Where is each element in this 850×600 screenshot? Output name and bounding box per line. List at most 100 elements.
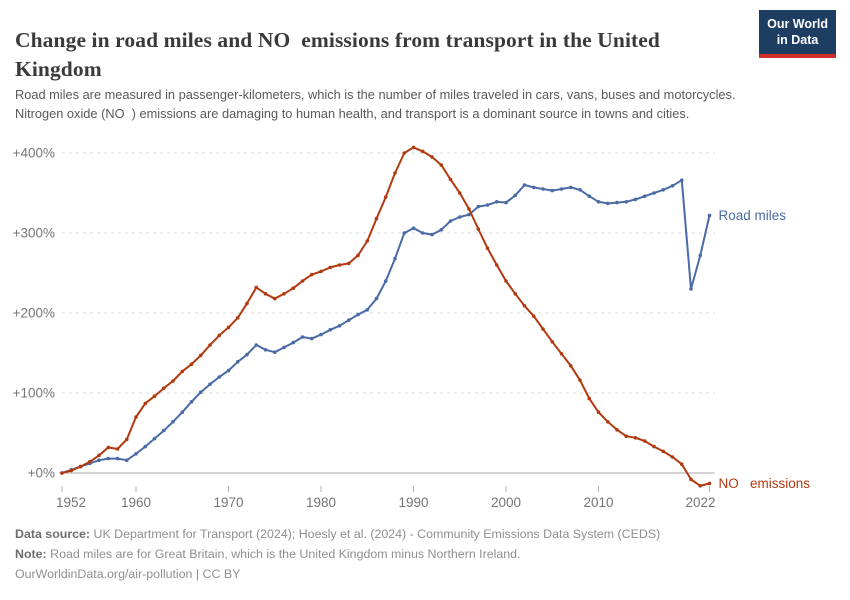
nox-emissions-point[interactable]	[531, 314, 536, 318]
road-miles-point[interactable]	[596, 200, 601, 204]
road-miles-point[interactable]	[420, 231, 425, 235]
nox-emissions-point[interactable]	[578, 378, 582, 382]
nox-emissions-point[interactable]	[217, 333, 222, 338]
nox-emissions-point[interactable]	[235, 316, 240, 320]
road-miles-point[interactable]	[97, 458, 101, 463]
road-miles-point[interactable]	[698, 253, 703, 258]
road-miles-point[interactable]	[661, 188, 666, 192]
road-miles-point[interactable]	[337, 324, 342, 328]
road-miles-point[interactable]	[624, 200, 629, 204]
road-miles-point[interactable]	[374, 296, 379, 301]
road-miles-point[interactable]	[541, 187, 545, 191]
nox-emissions-point[interactable]	[642, 439, 647, 443]
road-miles-point[interactable]	[633, 197, 638, 202]
nox-emissions-point[interactable]	[624, 434, 629, 439]
nox-emissions-point[interactable]	[587, 396, 592, 401]
nox-emissions-point[interactable]	[513, 292, 518, 296]
nox-emissions-point[interactable]	[245, 301, 249, 306]
nox-emissions-point[interactable]	[679, 462, 684, 467]
nox-emissions-point[interactable]	[161, 386, 166, 390]
road-miles-point[interactable]	[245, 352, 249, 357]
nox-emissions-point[interactable]	[670, 455, 675, 459]
road-miles-point[interactable]	[439, 228, 444, 232]
road-miles-point[interactable]	[642, 194, 647, 198]
nox-emissions-point[interactable]	[69, 468, 74, 473]
road-miles-point[interactable]	[356, 312, 360, 317]
nox-emissions-point[interactable]	[615, 428, 619, 432]
road-miles-point[interactable]	[346, 318, 351, 322]
road-miles-point[interactable]	[235, 360, 240, 364]
chart-canvas[interactable]: +0% +100% +200% +300% +400% 1952 1960 1970 1980 1…	[0, 140, 850, 515]
nox-emissions-point[interactable]	[124, 437, 129, 442]
road-miles-point[interactable]	[504, 200, 508, 205]
road-miles-point[interactable]	[522, 183, 527, 187]
nox-emissions-point[interactable]	[106, 445, 111, 450]
nox-emissions-point[interactable]	[374, 216, 379, 221]
nox-emissions-point[interactable]	[467, 207, 471, 211]
nox-emissions-point[interactable]	[430, 155, 434, 159]
road-miles-point[interactable]	[448, 219, 453, 223]
nox-emissions-point[interactable]	[698, 484, 703, 488]
nox-emissions-point[interactable]	[263, 292, 268, 296]
road-miles-point[interactable]	[272, 350, 277, 354]
road-miles-point[interactable]	[300, 335, 305, 339]
road-miles-point[interactable]	[568, 185, 573, 190]
nox-emissions-point[interactable]	[337, 263, 342, 267]
nox-emissions-point[interactable]	[78, 464, 83, 469]
nox-emissions-point[interactable]	[661, 449, 666, 454]
road-miles-point[interactable]	[319, 332, 323, 337]
nox-emissions-point[interactable]	[420, 149, 425, 154]
road-miles-point[interactable]	[689, 287, 693, 291]
road-miles-point[interactable]	[707, 213, 712, 218]
nox-emissions-point[interactable]	[633, 436, 638, 440]
road-miles-point[interactable]	[494, 200, 499, 204]
road-miles-point[interactable]	[402, 231, 407, 235]
road-miles-point[interactable]	[531, 185, 536, 190]
road-miles-point[interactable]	[171, 420, 175, 424]
nox-emissions-point[interactable]	[541, 327, 545, 331]
nox-emissions-point[interactable]	[171, 379, 175, 383]
road-miles-point[interactable]	[263, 348, 268, 352]
nox-emissions-point[interactable]	[328, 265, 333, 270]
road-miles-point[interactable]	[467, 212, 471, 217]
road-miles-point[interactable]	[124, 458, 129, 463]
road-miles-point[interactable]	[161, 428, 166, 433]
road-miles-point[interactable]	[217, 375, 222, 379]
nox-emissions-point[interactable]	[309, 272, 314, 277]
nox-emissions-point[interactable]	[494, 263, 499, 267]
road-miles-point[interactable]	[106, 456, 111, 461]
road-miles-point[interactable]	[115, 456, 120, 461]
road-miles-point[interactable]	[615, 200, 619, 205]
road-miles-point[interactable]	[679, 178, 684, 182]
nox-emissions-point[interactable]	[198, 353, 203, 358]
road-miles-point[interactable]	[559, 187, 564, 191]
road-miles-point[interactable]	[411, 226, 416, 230]
road-miles-point[interactable]	[291, 340, 296, 345]
road-miles-point[interactable]	[198, 390, 203, 394]
nox-emissions-point[interactable]	[319, 269, 323, 274]
road-miles-point[interactable]	[652, 191, 656, 195]
nox-emissions-point[interactable]	[143, 401, 148, 406]
road-miles-point[interactable]	[309, 336, 314, 341]
nox-emissions-point[interactable]	[208, 343, 212, 347]
nox-emissions-point[interactable]	[115, 447, 120, 451]
nox-emissions-point[interactable]	[152, 394, 157, 398]
nox-emissions-point[interactable]	[485, 246, 490, 250]
nox-emissions-point[interactable]	[87, 460, 92, 464]
nox-emissions-point[interactable]	[300, 279, 305, 283]
nox-emissions-point[interactable]	[180, 369, 185, 374]
road-miles-point[interactable]	[430, 232, 434, 237]
nox-emissions-point[interactable]	[226, 325, 231, 330]
nox-emissions-point[interactable]	[346, 261, 351, 266]
nox-emissions-point[interactable]	[291, 286, 296, 290]
road-miles-point[interactable]	[476, 204, 481, 209]
nox-emissions-point[interactable]	[134, 415, 138, 419]
road-miles-point[interactable]	[605, 201, 610, 206]
nox-emissions-point[interactable]	[559, 352, 564, 356]
road-miles-point[interactable]	[180, 410, 185, 415]
road-miles-point[interactable]	[578, 188, 582, 192]
nox-emissions-point[interactable]	[272, 296, 277, 301]
road-miles-point[interactable]	[254, 343, 259, 347]
nox-emissions-point[interactable]	[60, 471, 64, 475]
road-miles-point[interactable]	[282, 345, 286, 350]
